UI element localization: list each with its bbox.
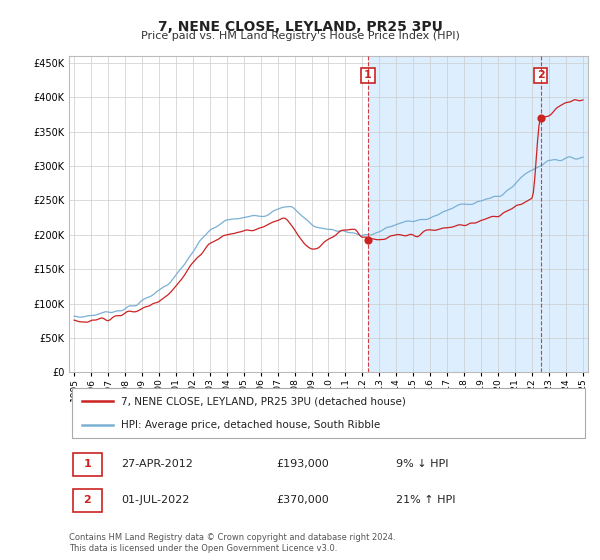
Point	[363, 235, 373, 244]
Text: £370,000: £370,000	[277, 495, 329, 505]
Text: 1: 1	[83, 459, 91, 469]
Text: Contains HM Land Registry data © Crown copyright and database right 2024.: Contains HM Land Registry data © Crown c…	[69, 533, 395, 542]
Bar	[368, 56, 600, 372]
Text: 01-JUL-2022: 01-JUL-2022	[121, 495, 189, 505]
Text: 2: 2	[83, 495, 91, 505]
Text: 21% ↑ HPI: 21% ↑ HPI	[396, 495, 455, 505]
Text: 9% ↓ HPI: 9% ↓ HPI	[396, 459, 448, 469]
FancyBboxPatch shape	[73, 453, 101, 475]
Text: Price paid vs. HM Land Registry's House Price Index (HPI): Price paid vs. HM Land Registry's House …	[140, 31, 460, 41]
Text: This data is licensed under the Open Government Licence v3.0.: This data is licensed under the Open Gov…	[69, 544, 337, 553]
Text: 1: 1	[364, 71, 372, 81]
Point	[536, 114, 545, 123]
Text: 2: 2	[536, 71, 544, 81]
Text: HPI: Average price, detached house, South Ribble: HPI: Average price, detached house, Sout…	[121, 419, 380, 430]
Text: 7, NENE CLOSE, LEYLAND, PR25 3PU: 7, NENE CLOSE, LEYLAND, PR25 3PU	[158, 20, 442, 34]
FancyBboxPatch shape	[73, 489, 101, 511]
Text: £193,000: £193,000	[277, 459, 329, 469]
Text: 7, NENE CLOSE, LEYLAND, PR25 3PU (detached house): 7, NENE CLOSE, LEYLAND, PR25 3PU (detach…	[121, 396, 406, 407]
FancyBboxPatch shape	[71, 388, 586, 438]
Text: 27-APR-2012: 27-APR-2012	[121, 459, 193, 469]
